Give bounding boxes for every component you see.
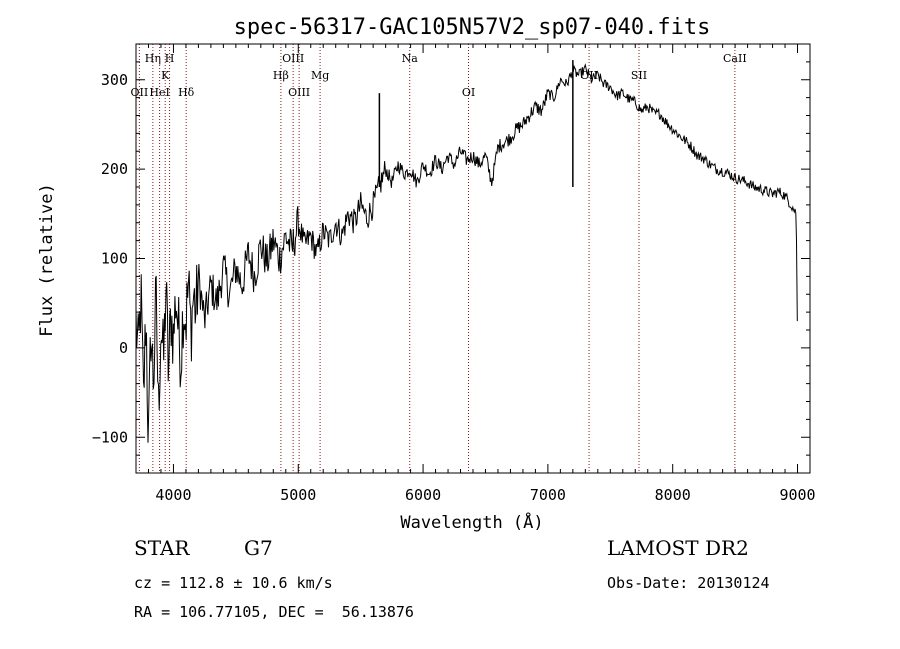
observation-date: Obs-Date: 20130124 xyxy=(607,574,770,592)
x-axis-label: Wavelength (Å) xyxy=(400,511,543,533)
line-label: OII xyxy=(580,69,598,82)
line-label: OIII xyxy=(288,86,310,99)
y-tick-label: 200 xyxy=(101,160,128,178)
line-label: Na xyxy=(402,52,419,65)
y-tick-label: 300 xyxy=(101,71,128,89)
y-tick-label: 100 xyxy=(101,250,128,268)
redshift-velocity: cz = 112.8 ± 10.6 km/s xyxy=(134,574,333,592)
line-label: Hδ xyxy=(178,86,195,99)
line-label: Mg xyxy=(311,69,329,82)
x-tick-label: 9000 xyxy=(779,486,815,504)
line-label: HeI xyxy=(149,86,169,99)
spectrum-line xyxy=(135,63,798,443)
line-label: OII xyxy=(131,86,149,99)
coordinates: RA = 106.77105, DEC = 56.13876 xyxy=(134,603,414,621)
line-label: CaII xyxy=(723,52,747,65)
y-tick-label: 0 xyxy=(119,339,128,357)
x-tick-label: 5000 xyxy=(280,486,316,504)
x-tick-label: 6000 xyxy=(405,486,441,504)
y-tick-label: −100 xyxy=(92,428,128,446)
x-tick-label: 7000 xyxy=(530,486,566,504)
survey-name: LAMOST DR2 xyxy=(607,536,749,560)
object-subclass: G7 xyxy=(244,536,273,560)
line-label: Hη xyxy=(145,52,161,65)
line-label: H xyxy=(165,52,175,65)
x-tick-label: 4000 xyxy=(155,486,191,504)
line-label: OI xyxy=(462,86,475,99)
line-label: K xyxy=(161,69,170,82)
line-label: SII xyxy=(631,69,647,82)
chart-title: spec-56317-GAC105N57V2_sp07-040.fits xyxy=(234,15,711,40)
object-class: STAR xyxy=(134,536,190,560)
line-label: Hβ xyxy=(273,69,289,82)
x-tick-label: 8000 xyxy=(655,486,691,504)
y-axis-label: Flux (relative) xyxy=(37,183,57,337)
plot-frame xyxy=(135,43,811,474)
line-label: OIII xyxy=(282,52,304,65)
